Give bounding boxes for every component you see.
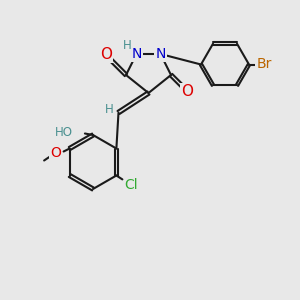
Text: O: O bbox=[181, 84, 193, 99]
Text: N: N bbox=[131, 47, 142, 61]
Text: Cl: Cl bbox=[124, 178, 138, 192]
Text: O: O bbox=[50, 146, 61, 160]
Text: H: H bbox=[104, 103, 113, 116]
Text: Br: Br bbox=[256, 58, 272, 71]
Text: N: N bbox=[155, 47, 166, 61]
Text: H: H bbox=[123, 39, 132, 52]
Text: HO: HO bbox=[55, 126, 73, 140]
Text: O: O bbox=[100, 47, 112, 62]
